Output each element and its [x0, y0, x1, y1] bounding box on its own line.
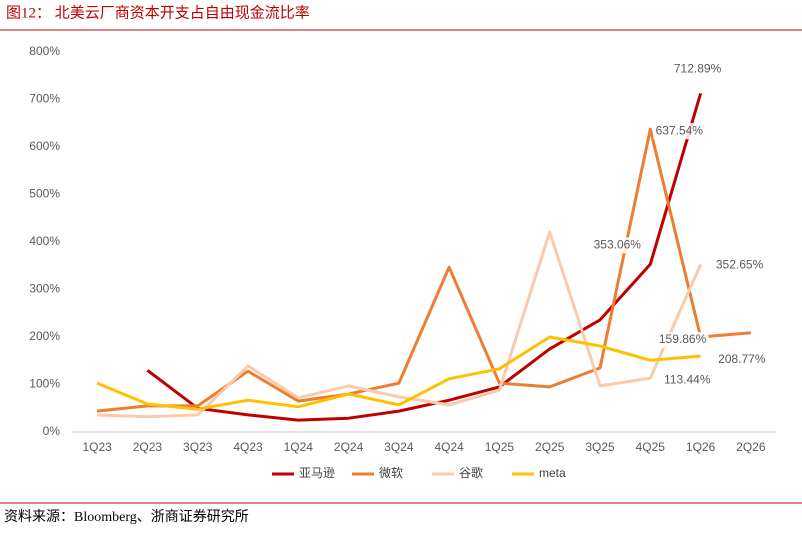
y-tick-label: 300%	[29, 282, 60, 296]
label-bg	[661, 372, 714, 389]
y-tick-label: 800%	[29, 44, 60, 58]
source-note: 资料来源：Bloomberg、浙商证券研究所	[4, 509, 249, 525]
series-line	[97, 230, 702, 419]
y-tick-label: 700%	[29, 92, 60, 106]
legend-label: meta	[539, 466, 566, 480]
series-line	[96, 335, 701, 411]
x-tick-label: 2Q26	[736, 440, 766, 454]
x-tick-label: 4Q25	[636, 440, 666, 454]
chart-title: 图12： 北美云厂商资本开支占自由现金流比率	[6, 4, 310, 21]
y-tick-label: 400%	[29, 234, 60, 248]
y-tick-label: 600%	[29, 139, 60, 153]
data-label: 352.65%	[716, 258, 764, 272]
data-label: 208.77%	[718, 352, 766, 366]
x-tick-label: 2Q25	[535, 440, 565, 454]
label-bg	[715, 351, 768, 368]
x-tick-label: 3Q23	[183, 440, 213, 454]
x-tick-label: 1Q23	[82, 440, 112, 454]
x-tick-label: 2Q23	[133, 440, 163, 454]
x-tick-label: 1Q26	[686, 440, 716, 454]
label-bg	[713, 257, 766, 274]
data-label: 637.54%	[656, 123, 704, 137]
y-tick-label: 100%	[29, 377, 60, 391]
data-label: 712.89%	[674, 62, 722, 76]
y-tick-label: 500%	[29, 187, 60, 201]
series-line	[146, 92, 703, 422]
label-bg	[656, 332, 709, 349]
x-tick-label: 4Q23	[233, 440, 263, 454]
y-tick-label: 0%	[43, 424, 61, 438]
label-bg	[653, 123, 706, 140]
x-tick-label: 4Q24	[434, 440, 464, 454]
label-bg	[671, 61, 724, 78]
data-label: 113.44%	[664, 372, 711, 386]
label-bg	[591, 237, 644, 254]
legend-label: 亚马逊	[299, 466, 335, 480]
y-tick-label: 200%	[29, 329, 60, 343]
x-tick-label: 1Q24	[284, 440, 314, 454]
legend-label: 谷歌	[459, 465, 483, 480]
series-line	[96, 127, 752, 413]
x-tick-label: 1Q25	[485, 440, 515, 454]
data-label: 159.86%	[659, 332, 707, 346]
data-label: 353.06%	[594, 237, 642, 251]
x-tick-label: 3Q25	[585, 440, 615, 454]
x-tick-label: 3Q24	[384, 440, 414, 454]
legend-label: 微软	[379, 466, 403, 480]
x-tick-label: 2Q24	[334, 440, 364, 454]
